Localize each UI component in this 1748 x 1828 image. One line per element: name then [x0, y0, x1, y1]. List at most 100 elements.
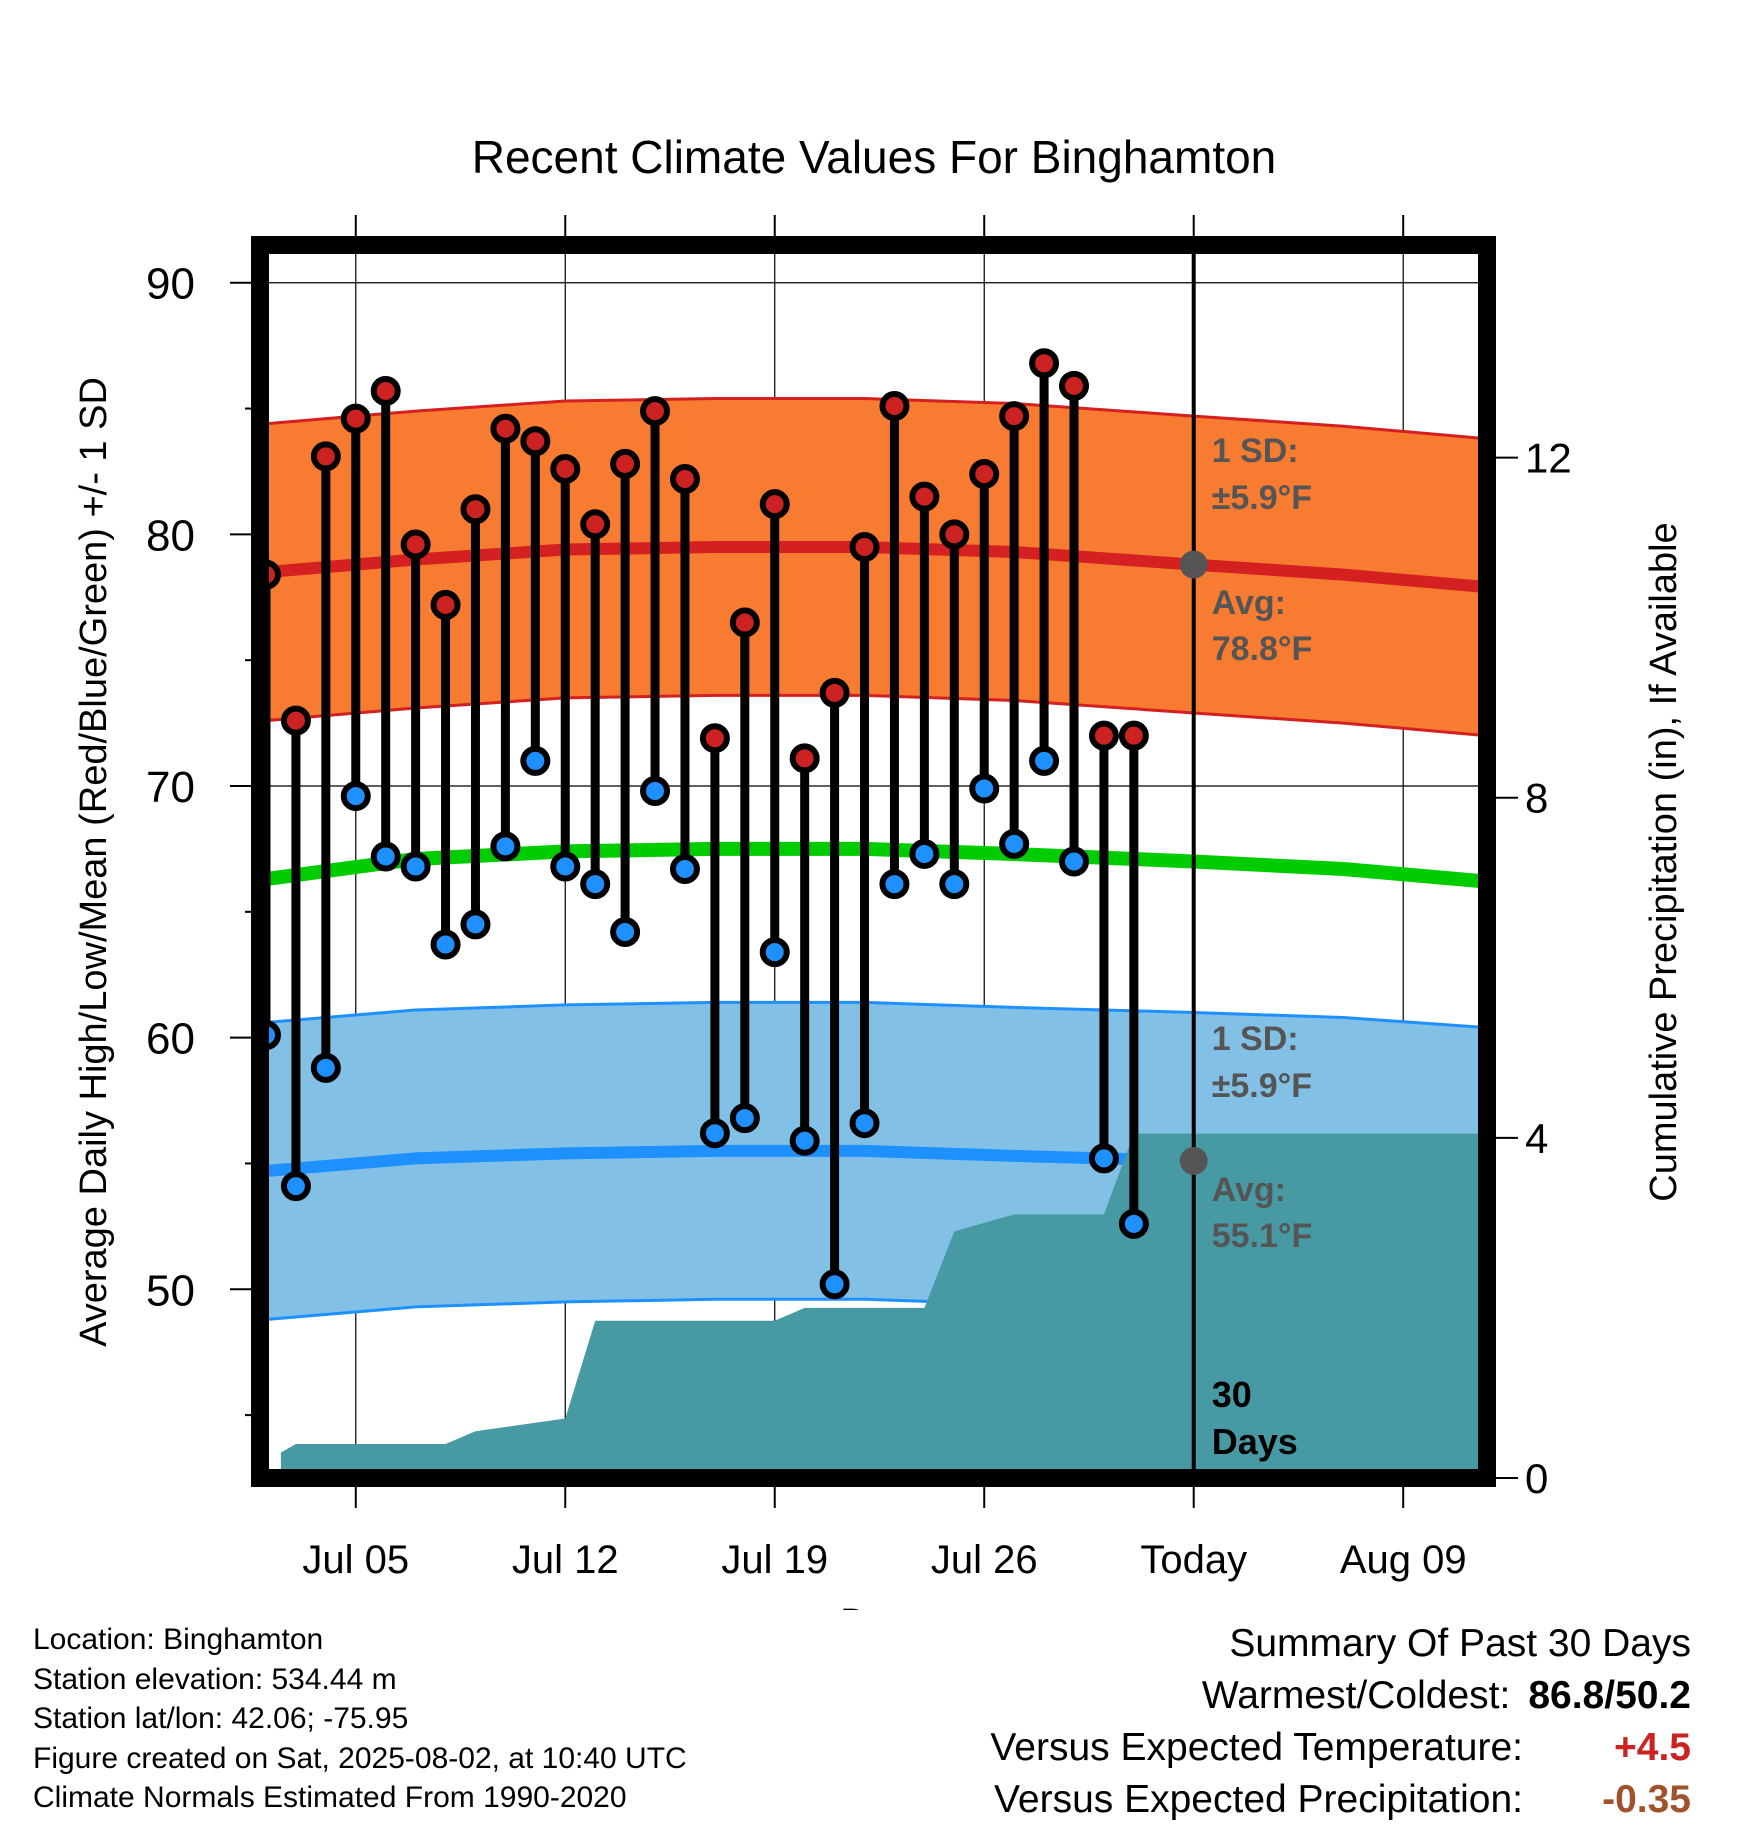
daily-low-point [400, 851, 431, 882]
high-sd-value: ±5.9°F [1212, 479, 1312, 517]
x-tick-label: Jul 19 [721, 1538, 828, 1582]
daily-high-point [490, 413, 521, 444]
x-axis: Jul 05 Jul 12 Jul 19 Jul 26 Today Aug 09 [302, 215, 1467, 1582]
daily-low-point [669, 854, 700, 885]
daily-high-point [1152, 0, 1176, 12]
daily-high-point [759, 489, 790, 520]
summary-warmest-row: Warmest/Coldest: 86.8/50.2 [791, 1670, 1691, 1722]
high-sd-band-upper-edge [265, 397, 1487, 441]
daily-low-point [729, 1103, 760, 1134]
daily-low-point [280, 1171, 311, 1202]
daily-high-point [400, 529, 431, 560]
daily-low-point [969, 773, 1000, 804]
climate-chart: Recent Climate Values For Binghamton 1 S… [73, 0, 1685, 1610]
daily-low-point [610, 916, 641, 947]
today-normal-low-marker [1179, 1146, 1208, 1175]
station-latlon: Station lat/lon: 42.06; -75.95 [33, 1702, 409, 1735]
daily-high-point [939, 519, 970, 550]
daily-high-point [280, 705, 311, 736]
high-sd-band [266, 398, 1487, 736]
daily-low-point [699, 1118, 730, 1149]
daily-low-point [1029, 745, 1060, 776]
daily-low-point [1059, 846, 1090, 877]
low-avg-label: Avg: [1212, 1171, 1286, 1209]
daily-high-point [1088, 720, 1119, 751]
y-tick-label: 80 [146, 511, 195, 560]
temp-anomaly-value: +4.5 [1614, 1726, 1691, 1769]
daily-low-point [310, 1052, 341, 1083]
daily-low-point [370, 841, 401, 872]
high-sd-label: 1 SD: [1212, 432, 1299, 470]
daily-low-point [1118, 1208, 1149, 1239]
temp-anomaly-label: Versus Expected Temperature: [990, 1726, 1523, 1769]
daily-low-point [490, 831, 521, 862]
plot-frame [251, 236, 1496, 1487]
daily-high-point [550, 453, 581, 484]
daily-high-point [460, 494, 491, 525]
daily-low-point [879, 869, 910, 900]
daily-high-point [669, 464, 700, 495]
daily-low-point [939, 869, 970, 900]
summary-temp-row: Versus Expected Temperature: +4.5 [791, 1722, 1691, 1774]
daily-high-point [1059, 370, 1090, 401]
station-elevation: Station elevation: 534.44 m [33, 1662, 397, 1696]
low-avg-value: 55.1°F [1212, 1217, 1313, 1255]
y2-tick-label: 4 [1525, 1115, 1548, 1162]
daily-high-point [879, 391, 910, 422]
warmest-value: 86.8/50.2 [1528, 1674, 1691, 1717]
daily-high-point [580, 509, 611, 540]
x-tick-label: Jul 12 [512, 1538, 619, 1582]
daily-low-point [1152, 0, 1176, 12]
high-avg-label: Avg: [1212, 584, 1286, 622]
y2-axis: 0 4 8 12 [1496, 435, 1572, 1502]
daily-high-point [969, 458, 1000, 489]
daily-low-point [909, 838, 940, 869]
daily-high-point [430, 589, 461, 620]
y-tick-label: 70 [146, 763, 195, 812]
plot-area: 1 SD: ±5.9°F Avg: 78.8°F 1 SD: ±5.9°F Avg: 55.1… [146, 0, 1572, 1582]
daily-low-point [430, 929, 461, 960]
daily-high-point [699, 723, 730, 754]
x-tick-label: Jul 26 [931, 1538, 1038, 1582]
x-tick-label: Jul 05 [302, 1538, 409, 1582]
y-tick-label: 50 [146, 1266, 195, 1315]
station-location: Location: Binghamton [33, 1623, 324, 1656]
precip-area [280, 1133, 1487, 1478]
daily-high-point [310, 441, 341, 472]
high-avg-value: 78.8°F [1212, 630, 1313, 668]
daily-low-point [550, 851, 581, 882]
low-sd-label: 1 SD: [1212, 1020, 1299, 1058]
daily-high-point [340, 403, 371, 434]
daily-low-point [520, 745, 551, 776]
daily-high-point [909, 481, 940, 512]
daily-low-point [340, 781, 371, 812]
precip-anomaly-label: Versus Expected Precipitation: [994, 1778, 1523, 1821]
x-tick-label: Today [1140, 1538, 1247, 1582]
daily-high-point [789, 743, 820, 774]
y-axis: 50 60 70 80 90 [146, 260, 251, 1417]
summary-title: Summary Of Past 30 Days [1229, 1622, 1691, 1665]
x-tick-label: Aug 09 [1340, 1538, 1467, 1582]
y-tick-label: 90 [146, 260, 195, 309]
window-label-days: Days [1212, 1421, 1298, 1462]
daily-high-point [819, 677, 850, 708]
precip-anomaly-value: -0.35 [1602, 1778, 1691, 1821]
window-label-count: 30 [1212, 1374, 1252, 1415]
daily-high-point [640, 396, 671, 427]
daily-high-point [370, 375, 401, 406]
y2-tick-label: 12 [1525, 435, 1572, 482]
low-sd-value: ±5.9°F [1212, 1067, 1312, 1105]
daily-high-point [520, 426, 551, 457]
y-axis-label: Average Daily High/Low/Mean (Red/Blue/Gr… [73, 377, 115, 1347]
y-tick-label: 60 [146, 1015, 195, 1064]
chart-title: Recent Climate Values For Binghamton [472, 131, 1277, 183]
daily-low-point [849, 1108, 880, 1139]
daily-high-point [1029, 348, 1060, 379]
x-axis-label: Day [840, 1602, 908, 1610]
station-info: Location: Binghamton Station elevation: … [33, 1620, 833, 1818]
climate-normals-period: Climate Normals Estimated From 1990-2020 [33, 1781, 627, 1814]
summary-precip-row: Versus Expected Precipitation: -0.35 [791, 1774, 1691, 1826]
daily-low-point [819, 1269, 850, 1300]
daily-low-point [999, 828, 1030, 859]
daily-high-point [849, 531, 880, 562]
